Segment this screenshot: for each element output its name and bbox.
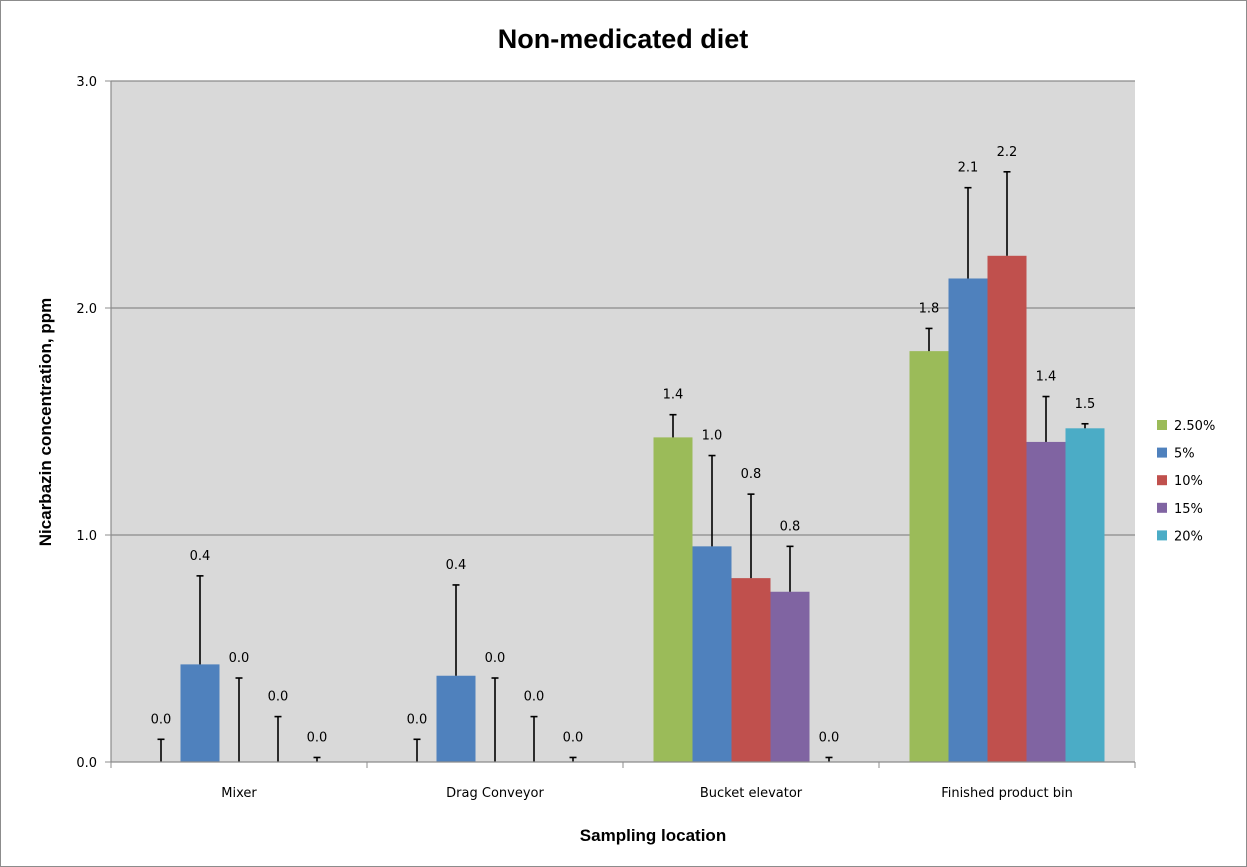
y-tick-labels: 0.0 1.0 2.0 3.0 <box>76 75 97 771</box>
y-tick-label: 3.0 <box>76 75 97 90</box>
data-label: 0.4 <box>446 558 467 573</box>
data-label: 1.0 <box>702 429 723 444</box>
data-label: 1.4 <box>663 388 684 403</box>
data-label: 0.8 <box>780 519 801 534</box>
data-label: 0.0 <box>524 690 545 705</box>
x-category-label: Mixer <box>221 786 257 801</box>
bar <box>180 664 220 762</box>
data-label: 1.4 <box>1036 370 1057 385</box>
y-tick-label: 0.0 <box>76 756 97 771</box>
bar <box>770 591 810 762</box>
y-tick-label: 2.0 <box>76 302 97 317</box>
bar <box>987 255 1027 763</box>
bar <box>948 278 988 762</box>
legend-swatch <box>1157 502 1167 513</box>
legend-swatch <box>1157 420 1167 430</box>
data-label: 2.2 <box>997 145 1018 160</box>
axes <box>105 80 1136 768</box>
y-tick-label: 1.0 <box>76 529 97 544</box>
bar <box>731 578 771 762</box>
chart-title: Non-medicated diet <box>498 24 749 54</box>
bar <box>653 437 693 762</box>
legend-label: 15% <box>1174 502 1203 517</box>
data-label: 0.8 <box>741 467 762 482</box>
legend: 2.50% 5% 10% 15% 20% <box>1157 419 1215 544</box>
x-category-label: Drag Conveyor <box>446 786 544 801</box>
data-label: 0.0 <box>819 730 840 745</box>
x-axis-label: Sampling location <box>580 826 726 845</box>
bar <box>1026 441 1066 762</box>
data-label: 0.0 <box>151 712 172 727</box>
legend-swatch <box>1157 447 1167 458</box>
legend-swatch <box>1157 530 1167 541</box>
data-label: 0.0 <box>407 712 428 727</box>
data-labels: 0.0 0.0 1.4 1.8 0.4 0.4 1.0 2.1 0.0 0.0 0.8 2.2 0.0 0… <box>151 145 1096 746</box>
data-label: 1.8 <box>919 301 940 316</box>
x-category-labels: Mixer Drag Conveyor Bucket elevator Finishe… <box>221 786 1073 801</box>
data-label: 0.0 <box>229 651 250 666</box>
data-label: 1.5 <box>1075 397 1096 412</box>
y-axis-label: Nicarbazin concentration, ppm <box>36 298 55 546</box>
bar <box>909 351 949 762</box>
legend-label: 20% <box>1174 529 1203 544</box>
bar <box>436 675 476 762</box>
x-category-label: Bucket elevator <box>700 786 803 801</box>
bar <box>1065 428 1105 762</box>
data-label: 0.0 <box>563 730 584 745</box>
data-label: 0.0 <box>307 730 328 745</box>
data-label: 0.4 <box>190 549 211 564</box>
legend-swatch <box>1157 475 1167 486</box>
legend-label: 10% <box>1174 474 1203 489</box>
legend-label: 2.50% <box>1174 419 1215 434</box>
error-bars <box>157 171 1089 762</box>
legend-label: 5% <box>1174 447 1195 462</box>
x-category-label: Finished product bin <box>941 786 1073 801</box>
bars <box>180 255 1105 763</box>
data-label: 2.1 <box>958 161 979 176</box>
data-label: 0.0 <box>485 651 506 666</box>
data-label: 0.0 <box>268 690 289 705</box>
bar <box>692 546 732 762</box>
